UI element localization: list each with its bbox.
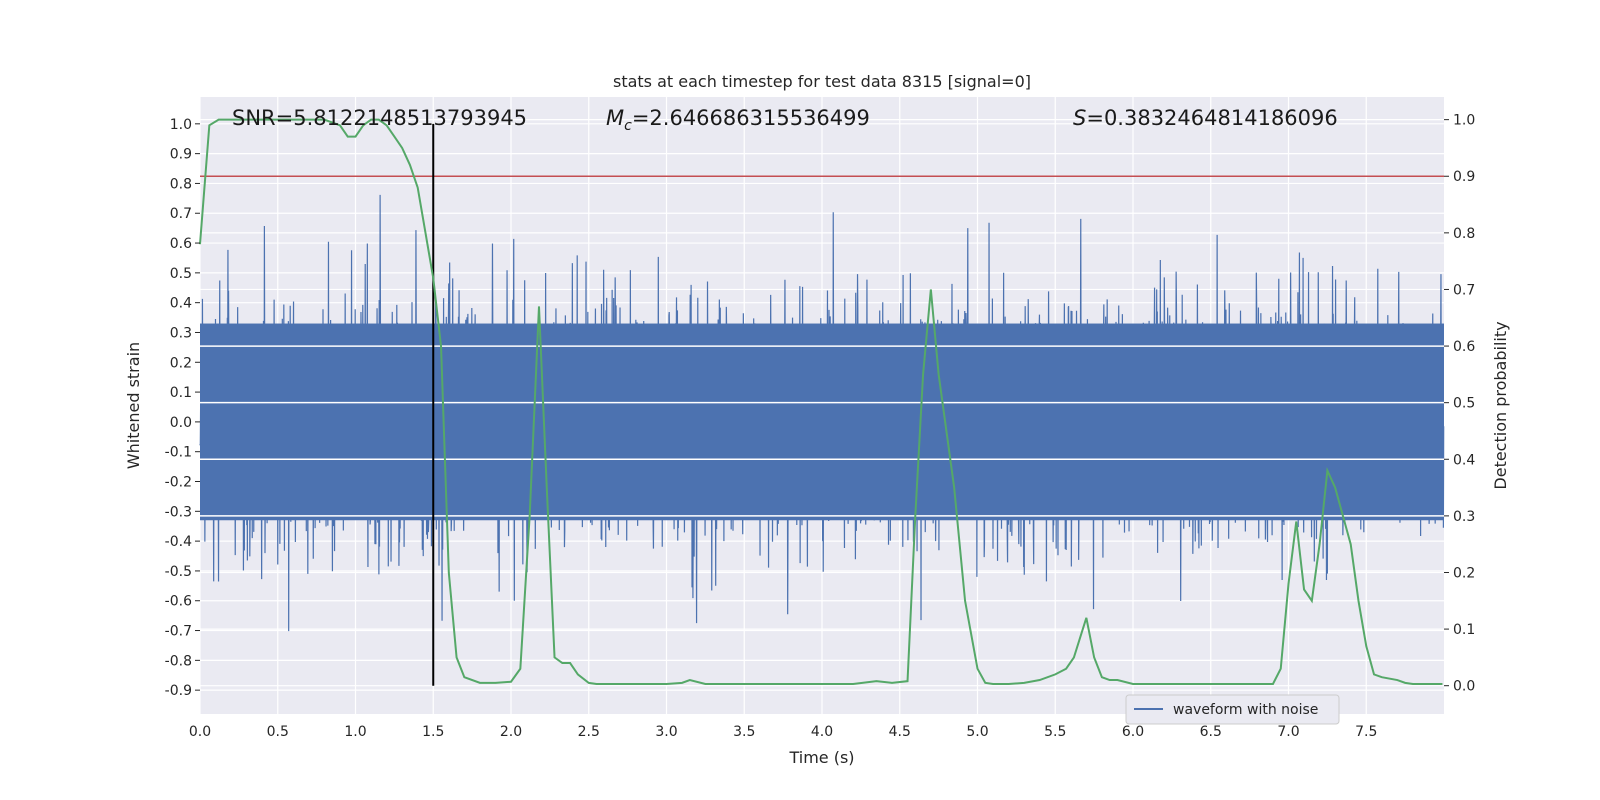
x-tick-label: 4.5 (889, 724, 911, 740)
chart-title: stats at each timestep for test data 831… (613, 72, 1031, 91)
y-tick-label: 0.4 (170, 296, 192, 312)
s-annotation: S=0.3832464814186096 (1073, 106, 1338, 130)
legend-box (1125, 694, 1340, 725)
s-value: =0.3832464814186096 (1086, 106, 1337, 130)
legend: waveform with noise (1125, 694, 1340, 725)
y-tick-label: -0.3 (165, 504, 192, 520)
y-axis-label: Whitened strain (124, 342, 143, 469)
waveform-series (199, 194, 1445, 632)
y-tick-label: 0.9 (170, 147, 192, 163)
y-tick-label: -0.6 (165, 594, 192, 610)
y-tick-label: 0.1 (170, 385, 192, 401)
x-tick-label: 6.5 (1200, 724, 1222, 740)
y2-tick-label: 0.8 (1453, 226, 1475, 242)
y-tick-label: -0.5 (165, 564, 192, 580)
y-tick-label: 0.7 (170, 206, 192, 222)
y2-tick-label: 0.3 (1453, 509, 1475, 525)
y2-tick-label: 0.1 (1453, 622, 1475, 638)
y-tick-label: 0.2 (170, 355, 192, 371)
legend-label-waveform: waveform with noise (1173, 702, 1318, 718)
mc-subscript: c (624, 118, 632, 134)
x-tick-label: 0.0 (189, 724, 211, 740)
y2-tick-label: 0.0 (1453, 679, 1475, 695)
y-tick-label: 0.0 (170, 415, 192, 431)
waveform-core-band (200, 323, 1444, 521)
x-tick-label: 5.5 (1044, 724, 1066, 740)
y-tick-label: 1.0 (170, 117, 192, 133)
y2-tick-label: 0.7 (1453, 282, 1475, 298)
x-tick-label: 1.0 (344, 724, 366, 740)
probability-series (199, 118, 1443, 685)
probability-line (199, 118, 1443, 685)
marker-layer (200, 123, 1444, 686)
y2-tick-label: 0.5 (1453, 396, 1475, 412)
x-tick-label: 5.0 (966, 724, 988, 740)
y2-tick-label: 0.6 (1453, 339, 1475, 355)
y-tick-label: 0.3 (170, 325, 192, 341)
x-tick-label: 2.5 (578, 724, 600, 740)
mc-symbol: M (606, 106, 624, 130)
y2-axis-label: Detection probability (1491, 321, 1510, 489)
y-tick-label: -0.8 (165, 653, 192, 669)
mc-annotation: Mc=2.646686315536499 (606, 106, 870, 134)
y2-tick-label: 0.4 (1453, 452, 1475, 468)
y-tick-label: 0.6 (170, 236, 192, 252)
x-tick-label: 7.5 (1355, 724, 1377, 740)
x-tick-label: 3.5 (733, 724, 755, 740)
y2-tick-label: 1.0 (1453, 113, 1475, 129)
y-tick-label: -0.4 (165, 534, 192, 550)
y-tick-label: -0.2 (165, 475, 192, 491)
x-tick-label: 1.5 (422, 724, 444, 740)
y-tick-label: -0.1 (165, 445, 192, 461)
s-symbol: S (1073, 106, 1086, 130)
x-axis-label: Time (s) (788, 748, 854, 767)
y-tick-label: -0.9 (165, 683, 192, 699)
x-tick-label: 4.0 (811, 724, 833, 740)
y-tick-label: 0.8 (170, 176, 192, 192)
y2-tick-label: 0.9 (1453, 169, 1475, 185)
y-tick-label: -0.7 (165, 624, 192, 640)
mc-value: =2.646686315536499 (632, 106, 870, 130)
x-tick-label: 7.0 (1277, 724, 1299, 740)
x-tick-label: 2.0 (500, 724, 522, 740)
snr-annotation: SNR=5.8122148513793945 (232, 106, 527, 130)
x-tick-label: 0.5 (267, 724, 289, 740)
y-tick-label: 0.5 (170, 266, 192, 282)
axis-layer: 0.0 0.5 1.0 1.5 2.0 2.5 3.0 3.5 4.0 4.5 5.0 5.5 6.0 6… (165, 113, 1476, 740)
x-tick-label: 3.0 (655, 724, 677, 740)
y2-tick-label: 0.2 (1453, 565, 1475, 581)
x-tick-label: 6.0 (1122, 724, 1144, 740)
